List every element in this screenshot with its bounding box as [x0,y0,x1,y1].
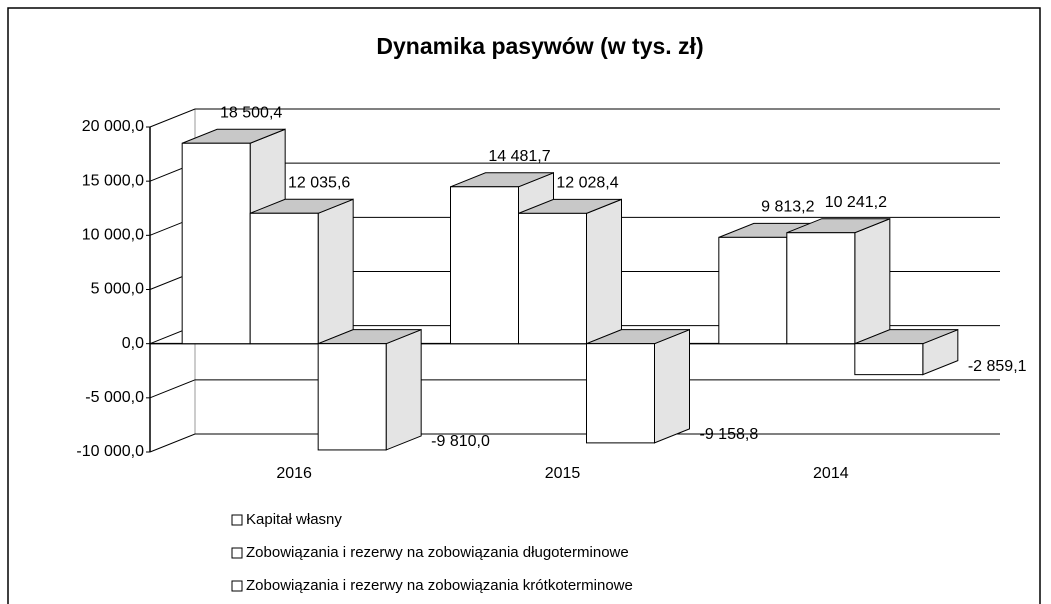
bar [249,212,319,345]
bar-side [385,328,422,451]
y-tick-label: 15 000,0 [82,172,144,189]
y-tick-label: 0,0 [122,335,144,352]
value-label: 14 481,7 [488,148,550,165]
legend-label: Zobowiązania i rezerwy na zobowiązania k… [246,577,633,594]
bar [586,343,655,444]
value-label: 12 035,6 [288,174,350,191]
y-tick-label: 5 000,0 [91,281,144,298]
y-tick-label: 20 000,0 [82,118,144,135]
bar-side [654,328,690,444]
bar-side [854,217,891,345]
y-tick-label: -10 000,0 [76,443,144,460]
value-label: 9 813,2 [761,199,814,216]
bar [786,232,856,345]
bar [718,236,788,345]
legend-label: Kapitał własny [246,511,342,528]
y-tick-label: -5 000,0 [85,389,144,406]
grid-line [149,433,1000,453]
x-tick-label: 2015 [545,465,581,482]
value-label: -9 810,0 [431,433,490,450]
value-label: -9 158,8 [700,426,759,443]
bar [317,343,387,451]
bar-side [586,198,622,345]
bar [854,343,924,376]
bar [181,142,251,345]
chart-title: Dynamika pasywów (w tys. zł) [376,33,703,59]
legend-swatch [231,514,243,526]
legend-swatch [231,547,243,559]
value-label: 12 028,4 [556,175,618,192]
legend-label: Zobowiązania i rezerwy na zobowiązania d… [246,544,629,561]
grid-line [149,379,1000,399]
bar-side [317,198,354,345]
value-label: -2 859,1 [968,358,1027,375]
legend-swatch [231,580,243,592]
bar [518,212,587,345]
grid-line [149,108,1000,128]
value-label: 18 500,4 [220,104,282,121]
x-tick-label: 2014 [813,465,849,482]
x-tick-label: 2016 [276,465,312,482]
bar [450,186,519,345]
y-tick-label: 10 000,0 [82,227,144,244]
chart-border [7,7,1041,604]
value-label: 10 241,2 [825,194,887,211]
